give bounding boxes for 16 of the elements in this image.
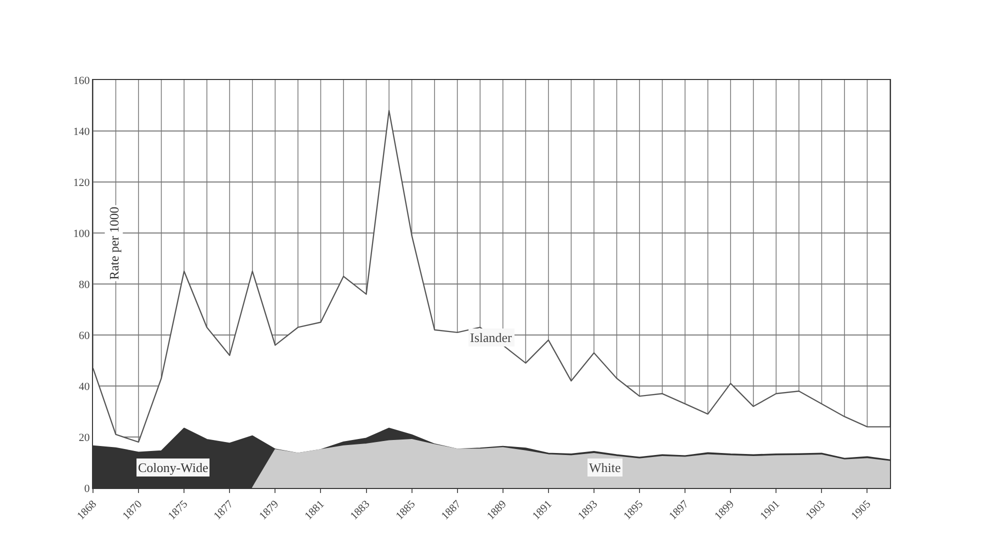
x-tick-label: 1891 [530, 498, 554, 522]
y-tick-label: 40 [78, 380, 90, 393]
series-label: Colony-Wide [138, 460, 208, 475]
x-tick-label: 1901 [758, 498, 782, 522]
y-tick-label: 100 [73, 228, 90, 240]
y-tick-label: 160 [73, 74, 90, 87]
y-tick-label: 20 [78, 432, 90, 444]
x-tick-label: 1881 [302, 498, 327, 522]
series-label: Islander [470, 330, 513, 345]
y-tick-label: 60 [78, 330, 90, 342]
y-tick-label: 0 [84, 482, 90, 495]
y-axis-title: Rate per 1000 [106, 206, 122, 280]
y-tick-label: 140 [73, 126, 90, 138]
y-tick-label: 80 [78, 278, 90, 291]
y-tick-label: 120 [73, 176, 90, 189]
series-label: White [589, 460, 621, 475]
